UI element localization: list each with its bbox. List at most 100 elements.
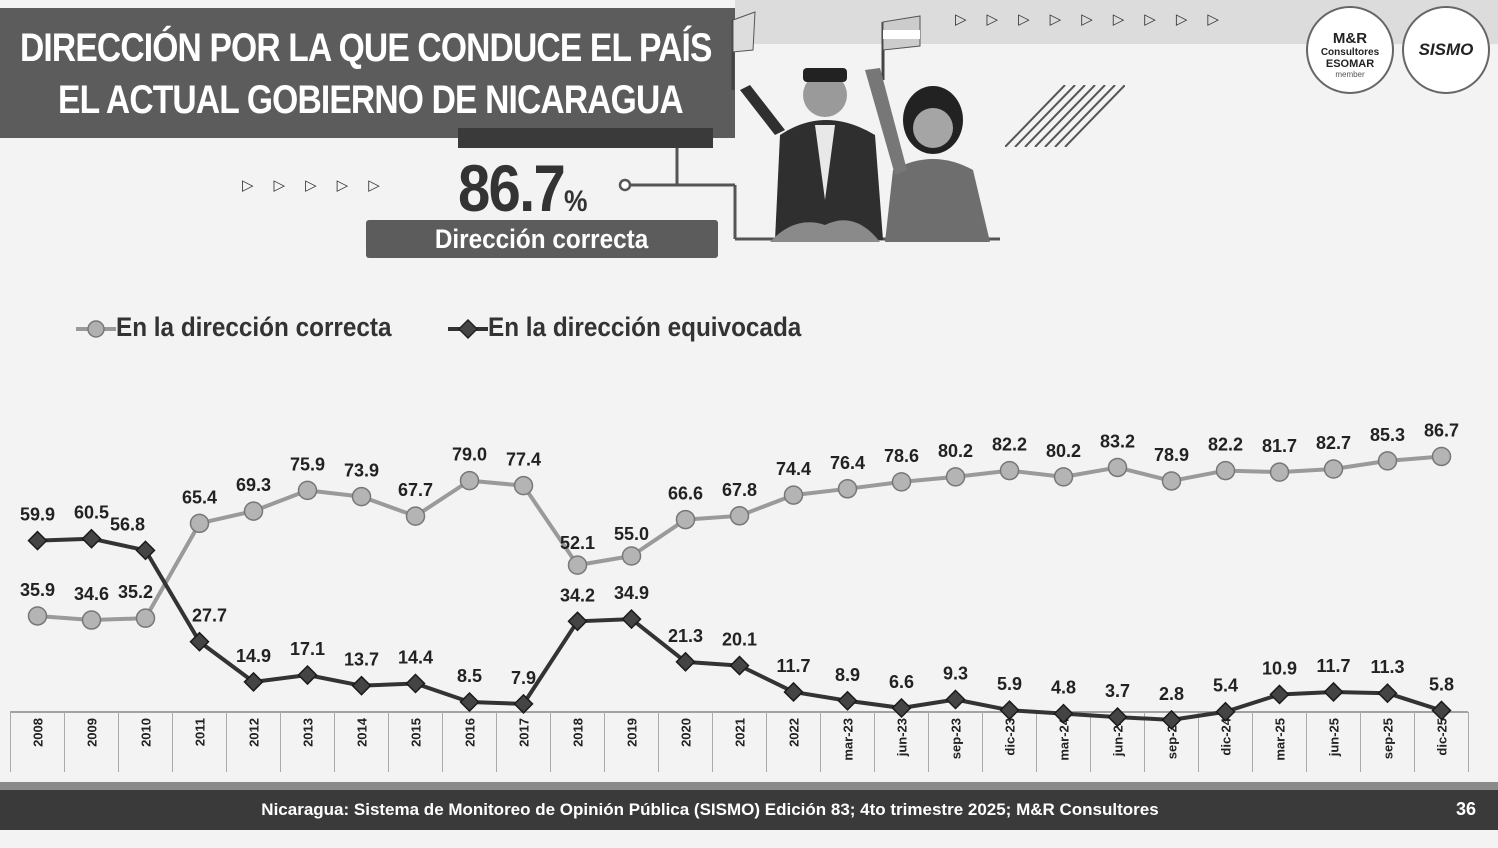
series-wrong-point — [621, 609, 642, 630]
data-label-wrong: 9.3 — [943, 663, 968, 683]
data-label-wrong: 5.8 — [1429, 674, 1454, 694]
series-wrong-point — [1161, 709, 1182, 730]
data-label-correct: 80.2 — [938, 441, 973, 461]
decor-hatch — [1005, 85, 1125, 147]
data-label-wrong: 11.7 — [1316, 656, 1350, 676]
data-label-correct: 35.2 — [118, 582, 153, 602]
data-label-wrong: 3.7 — [1105, 681, 1130, 701]
sismo-logo: SISMO — [1402, 6, 1490, 94]
series-wrong-point — [81, 528, 102, 549]
data-label-correct: 77.4 — [506, 450, 541, 470]
data-label-correct: 35.9 — [20, 580, 55, 600]
data-label-correct: 78.6 — [884, 446, 919, 466]
series-correct-point — [945, 467, 966, 487]
data-label-wrong: 6.6 — [889, 672, 914, 692]
series-correct-point — [567, 555, 588, 575]
series-wrong-point — [1269, 684, 1290, 705]
series-wrong-point — [27, 530, 48, 551]
x-tick-label: dic-25 — [1435, 718, 1450, 756]
data-label-correct: 86.7 — [1424, 420, 1459, 440]
data-label-wrong: 5.4 — [1213, 676, 1238, 696]
x-tick-label: 2015 — [409, 718, 424, 747]
x-tick-label: 2009 — [85, 718, 100, 747]
series-correct-point — [27, 606, 48, 626]
series-correct-point — [1161, 471, 1182, 491]
series-correct-point — [189, 513, 210, 534]
data-label-correct: 78.9 — [1154, 445, 1189, 465]
series-wrong-point — [783, 681, 804, 703]
data-label-wrong: 27.7 — [192, 606, 227, 626]
data-label-wrong: 7.9 — [511, 668, 536, 688]
x-tick-label: 2019 — [625, 718, 640, 747]
data-label-wrong: 8.5 — [457, 666, 482, 686]
x-tick-label: jun-24 — [1111, 717, 1126, 757]
data-label-wrong: 17.1 — [290, 639, 325, 659]
series-correct-point — [243, 501, 264, 521]
series-correct-point — [513, 475, 534, 496]
series-wrong-point — [513, 693, 534, 714]
data-label-wrong: 8.9 — [835, 665, 860, 685]
x-tick-label: 2017 — [517, 718, 532, 747]
title-band: DIRECCIÓN POR LA QUE CONDUCE EL PAÍS EL … — [0, 8, 735, 138]
x-tick-label: 2011 — [193, 718, 208, 746]
data-label-correct: 81.7 — [1262, 436, 1297, 456]
x-tick-label: sep-25 — [1381, 718, 1396, 759]
series-wrong-point — [297, 664, 318, 686]
data-label-wrong: 2.8 — [1159, 684, 1184, 704]
series-wrong-point — [1323, 681, 1344, 703]
series-correct-point — [459, 470, 480, 491]
footer-accent — [0, 782, 1498, 790]
data-label-correct: 80.2 — [1046, 441, 1081, 461]
x-tick-label: mar-23 — [841, 718, 856, 761]
data-label-correct: 73.9 — [344, 461, 379, 481]
data-label-wrong: 14.9 — [236, 646, 271, 666]
series-correct-point — [351, 486, 372, 507]
title-line-1: DIRECCIÓN POR LA QUE CONDUCE EL PAÍS — [20, 26, 712, 70]
data-label-correct: 65.4 — [182, 487, 217, 507]
series-correct-point — [621, 546, 642, 566]
x-tick-label: sep-24 — [1165, 717, 1180, 759]
x-tick-label: 2020 — [679, 718, 694, 747]
x-tick-label: 2022 — [787, 718, 802, 747]
x-tick-label: 2008 — [31, 718, 46, 747]
x-tick-label: 2013 — [301, 718, 316, 747]
series-wrong-point — [567, 611, 588, 632]
series-wrong-point — [351, 675, 372, 696]
series-correct-point — [297, 480, 318, 501]
footer: Nicaragua: Sistema de Monitoreo de Opini… — [0, 790, 1498, 830]
series-wrong-point — [1053, 703, 1074, 724]
data-label-correct: 82.2 — [992, 435, 1027, 455]
data-label-correct: 67.7 — [398, 480, 433, 500]
data-label-correct: 83.2 — [1100, 431, 1135, 451]
title-line-2: EL ACTUAL GOBIERNO DE NICARAGUA — [58, 78, 684, 122]
series-correct-point — [891, 472, 912, 492]
page-number: 36 — [1455, 799, 1476, 819]
series-correct-point — [1107, 457, 1128, 478]
x-tick-label: 2018 — [571, 718, 586, 747]
series-wrong-point — [135, 540, 156, 561]
data-label-correct: 67.8 — [722, 480, 757, 500]
series-wrong-point — [405, 673, 426, 694]
series-correct-point — [1431, 446, 1452, 467]
data-label-wrong: 4.8 — [1051, 678, 1076, 698]
data-label-wrong: 11.3 — [1370, 657, 1404, 677]
data-label-correct: 76.4 — [830, 453, 865, 473]
data-label-wrong: 13.7 — [344, 650, 379, 670]
series-wrong-point — [999, 700, 1020, 721]
series-wrong-point — [1377, 683, 1398, 704]
series-correct-point — [999, 460, 1020, 481]
series-correct-point — [81, 610, 102, 630]
series-wrong-point — [837, 690, 858, 711]
legend-correct-marker — [76, 320, 116, 338]
mr-consultores-logo: M&R Consultores ESOMAR member — [1306, 6, 1394, 94]
data-label-wrong: 20.1 — [722, 630, 757, 650]
decor-triangles-left: ▷▷▷▷▷ — [242, 177, 400, 194]
legend-wrong-marker — [448, 318, 488, 340]
series-correct-point — [135, 608, 156, 628]
x-tick-label: 2014 — [355, 717, 370, 747]
data-label-wrong: 5.9 — [997, 674, 1022, 694]
data-label-correct: 34.6 — [74, 584, 109, 604]
series-wrong-point — [729, 655, 750, 676]
data-label-correct: 69.3 — [236, 475, 271, 495]
data-label-wrong: 34.2 — [560, 585, 595, 605]
